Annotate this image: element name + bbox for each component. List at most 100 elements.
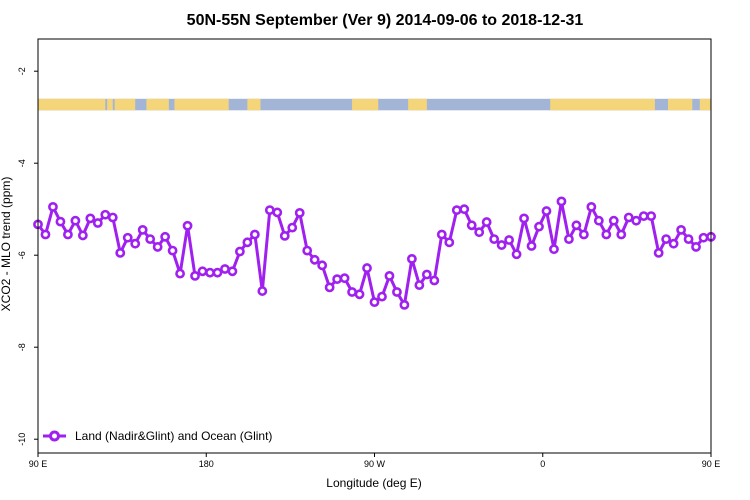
data-point (107, 212, 118, 223)
data-point (519, 213, 529, 224)
y-tick-label: -2 (17, 67, 27, 75)
chart-title: 50N-55N September (Ver 9) 2014-09-06 to … (187, 12, 584, 29)
data-point (48, 201, 58, 212)
data-point (406, 253, 417, 264)
data-point (197, 266, 208, 277)
data-point (85, 213, 96, 224)
data-point (623, 212, 634, 223)
data-point (302, 245, 313, 256)
data-point (541, 206, 552, 216)
x-axis-label: Longitude (deg E) (326, 476, 421, 490)
land-segment (146, 98, 169, 111)
legend: Land (Nadir&Glint) and Ocean (Glint) (43, 429, 272, 443)
data-point (362, 263, 372, 273)
data-point (167, 245, 178, 256)
data-point (130, 238, 141, 249)
y-tick-label: -6 (17, 251, 27, 259)
data-point (676, 224, 686, 235)
data-point (578, 229, 589, 240)
data-point (556, 196, 567, 207)
data-point (504, 235, 514, 245)
data-point (668, 238, 679, 249)
data-point (205, 267, 215, 278)
data-point (317, 260, 328, 271)
data-point (444, 237, 455, 248)
data-point (40, 229, 51, 240)
land-ocean-strip (38, 98, 711, 111)
data-point (257, 286, 268, 296)
data-point (369, 297, 380, 308)
data-point (608, 215, 619, 226)
data-point (601, 229, 612, 240)
x-tick-label: 180 (199, 459, 214, 469)
land-segment (247, 98, 261, 111)
x-tick-label: 90 W (364, 459, 386, 469)
legend-marker (49, 430, 60, 442)
data-point (70, 215, 81, 226)
data-point (646, 211, 657, 221)
data-point (564, 234, 574, 244)
data-point (122, 232, 133, 243)
data-point (287, 222, 298, 233)
data-point (436, 229, 447, 240)
data-point (691, 242, 701, 252)
land-segment (114, 98, 136, 111)
data-point (459, 204, 470, 215)
land-segment (38, 98, 106, 111)
x-tick-label: 90 E (702, 459, 721, 469)
data-point (152, 242, 163, 252)
data-point (309, 254, 320, 265)
y-axis-label: XCO2 - MLO trend (ppm) (0, 177, 13, 312)
land-segment (174, 98, 229, 111)
data-point (100, 209, 111, 220)
data-point (294, 207, 305, 218)
data-point (332, 274, 343, 285)
land-segment (408, 98, 427, 111)
data-point (384, 270, 395, 281)
data-point (279, 230, 290, 241)
x-axis: 90 E 180 90 W 0 90 E (29, 453, 721, 469)
data-point (653, 247, 664, 258)
data-point (160, 231, 171, 242)
data-point (63, 229, 73, 240)
data-point (399, 299, 410, 310)
data-point (631, 215, 642, 226)
x-tick-label: 0 (540, 459, 545, 469)
series-group (33, 196, 716, 310)
land-segment (352, 98, 379, 111)
data-point (474, 227, 485, 238)
data-point (392, 287, 402, 297)
data-point (481, 217, 492, 227)
data-point (421, 269, 432, 280)
data-point (339, 273, 350, 284)
y-axis: -2 -4 -6 -8 -10 (17, 67, 38, 446)
data-point (92, 218, 103, 228)
data-point (242, 237, 253, 248)
data-point (638, 211, 649, 221)
data-point (137, 224, 148, 235)
data-point (429, 275, 440, 286)
data-point (414, 280, 425, 290)
data-point (571, 220, 582, 231)
data-point (347, 287, 357, 297)
data-point (549, 244, 559, 255)
land-segment (550, 98, 655, 111)
data-point (272, 207, 283, 218)
data-point (526, 241, 537, 251)
data-point (227, 266, 238, 277)
land-segment (699, 98, 711, 111)
land-segment (668, 98, 693, 111)
data-point (145, 234, 156, 244)
data-point (511, 249, 522, 260)
data-point (451, 205, 462, 216)
y-tick-label: -4 (17, 159, 27, 167)
data-point (77, 230, 88, 241)
data-point (698, 232, 709, 243)
data-point (182, 220, 193, 231)
data-point (593, 215, 604, 226)
land-segment (107, 98, 113, 111)
data-point (234, 246, 245, 257)
x-tick-label: 90 E (29, 459, 48, 469)
data-point (489, 234, 500, 244)
